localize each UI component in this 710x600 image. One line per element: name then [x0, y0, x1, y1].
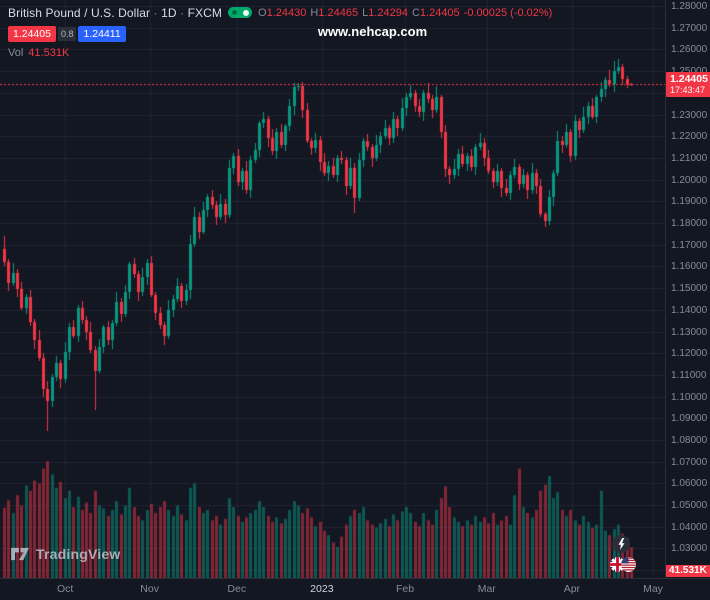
last-price-value: 1.24405 [670, 73, 708, 86]
open-label: O [258, 6, 267, 19]
price-tick-label: 1.07000 [671, 456, 708, 468]
price-tick-label: 1.05000 [671, 500, 708, 512]
high-value: 1.24465 [318, 6, 359, 19]
price-tick-label: 1.14000 [671, 304, 708, 316]
time-axis-label: Feb [395, 583, 415, 595]
trade-buttons-row: 1.24405 0.8 1.24411 [8, 26, 552, 42]
price-tick-label: 1.13000 [671, 326, 708, 338]
exchange-label: FXCM [187, 5, 223, 20]
high-label: H [310, 6, 319, 19]
volume-indicator-label: Vol [8, 47, 24, 59]
price-tick-label: 1.04000 [671, 521, 708, 533]
time-axis-label: May [643, 583, 663, 595]
quick-trade-button[interactable] [612, 535, 630, 553]
price-tick-label: 1.09000 [671, 413, 708, 425]
tradingview-logo-icon [11, 547, 29, 561]
separator-dot: · [180, 5, 185, 20]
legend-symbol-row: British Pound / U.S. Dollar · 1D · FXCM … [8, 5, 552, 20]
time-axis-label: Apr [563, 583, 581, 595]
price-tick-label: 1.21000 [671, 152, 708, 164]
volume-indicator-row: Vol 41.531K [8, 47, 552, 59]
low-label: L [362, 6, 369, 19]
price-tick-label: 1.25000 [671, 66, 707, 77]
time-axis-label: 2023 [310, 583, 334, 595]
time-axis-label: Nov [140, 583, 159, 595]
price-tick-label: 1.17000 [671, 239, 708, 251]
price-tick-label: 1.26000 [671, 44, 708, 56]
price-tick-label: 1.23000 [671, 109, 708, 121]
symbol-marker-toggle[interactable] [228, 7, 253, 18]
time-axis[interactable]: Oct Nov Dec 2023 Feb Mar Apr May [0, 578, 710, 600]
price-tick-label: 1.10000 [671, 391, 708, 403]
close-label: C [411, 6, 420, 19]
ohlc-readout: O1.24430 H1.24465 L1.24294 C1.24405 -0.0… [258, 7, 552, 19]
tradingview-logo-text: TradingView [36, 546, 121, 562]
time-axis-label: Mar [477, 583, 496, 595]
price-tick-label: 1.08000 [671, 435, 708, 446]
open-value: 1.24430 [266, 6, 307, 19]
time-axis-label: Oct [56, 583, 74, 595]
price-tick-label: 1.12000 [671, 348, 708, 360]
bar-countdown: 17:43:47 [670, 85, 706, 96]
price-tick-label: 1.03000 [671, 543, 708, 555]
interval-label: 1D [161, 5, 177, 20]
separator-dot: · [153, 5, 158, 20]
price-tick-label: 1.15000 [671, 283, 708, 295]
toggle-dot-right [243, 9, 250, 16]
symbol-title: British Pound / U.S. Dollar · 1D · FXCM [8, 6, 222, 20]
chart-legend: British Pound / U.S. Dollar · 1D · FXCM … [8, 5, 552, 59]
sell-button[interactable]: 1.24405 [8, 26, 56, 42]
time-axis-label: Dec [227, 583, 247, 595]
price-tick-label: 1.18000 [671, 218, 708, 230]
tradingview-logo-link[interactable]: TradingView [10, 546, 120, 562]
price-tick-label: 1.28000 [671, 1, 708, 13]
close-value: 1.24405 [419, 6, 460, 19]
price-tick-label: 1.20000 [671, 174, 708, 186]
toggle-dot-left [232, 10, 238, 15]
spread-value: 0.8 [57, 27, 77, 41]
lightning-bolt-icon [618, 538, 624, 550]
volume-axis-label: 41.531K [666, 565, 710, 577]
buy-button[interactable]: 1.24411 [78, 26, 126, 42]
low-value: 1.24294 [368, 6, 408, 19]
last-price-label: 1.24405 17:43:47 [666, 72, 710, 98]
symbol-name: British Pound / U.S. Dollar [8, 5, 151, 20]
currency-pair-flags [610, 557, 636, 572]
volume-indicator-value: 41.531K [28, 47, 70, 59]
price-tick-label: 1.19000 [671, 196, 708, 208]
candlestick-chart-pane[interactable] [0, 0, 665, 578]
price-tick-label: 1.16000 [671, 261, 708, 273]
price-tick-label: 1.27000 [671, 22, 708, 34]
usd-flag-icon [621, 557, 636, 572]
price-tick-label: 1.06000 [671, 478, 708, 490]
price-tick-label: 1.11000 [671, 369, 707, 381]
change-value: -0.00025 (-0.02%) [463, 6, 553, 19]
price-tick-label: 1.22000 [671, 131, 708, 143]
